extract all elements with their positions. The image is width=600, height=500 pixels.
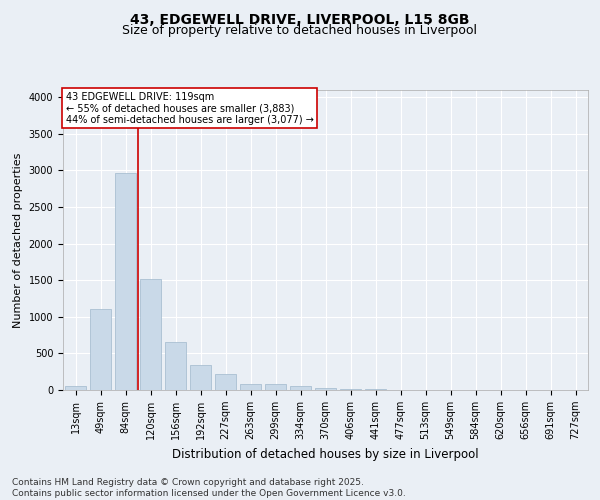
Bar <box>340 388 361 390</box>
Bar <box>290 386 311 390</box>
Bar <box>265 384 286 390</box>
Bar <box>140 279 161 390</box>
Bar <box>115 174 136 390</box>
Bar <box>190 365 211 390</box>
X-axis label: Distribution of detached houses by size in Liverpool: Distribution of detached houses by size … <box>172 448 479 460</box>
Bar <box>315 388 336 390</box>
Text: 43 EDGEWELL DRIVE: 119sqm
← 55% of detached houses are smaller (3,883)
44% of se: 43 EDGEWELL DRIVE: 119sqm ← 55% of detac… <box>65 92 314 124</box>
Bar <box>215 374 236 390</box>
Bar <box>365 388 386 390</box>
Y-axis label: Number of detached properties: Number of detached properties <box>13 152 23 328</box>
Bar <box>240 384 261 390</box>
Bar <box>90 309 111 390</box>
Bar <box>165 342 186 390</box>
Text: 43, EDGEWELL DRIVE, LIVERPOOL, L15 8GB: 43, EDGEWELL DRIVE, LIVERPOOL, L15 8GB <box>130 12 470 26</box>
Text: Contains HM Land Registry data © Crown copyright and database right 2025.
Contai: Contains HM Land Registry data © Crown c… <box>12 478 406 498</box>
Text: Size of property relative to detached houses in Liverpool: Size of property relative to detached ho… <box>122 24 478 37</box>
Bar <box>65 386 86 390</box>
